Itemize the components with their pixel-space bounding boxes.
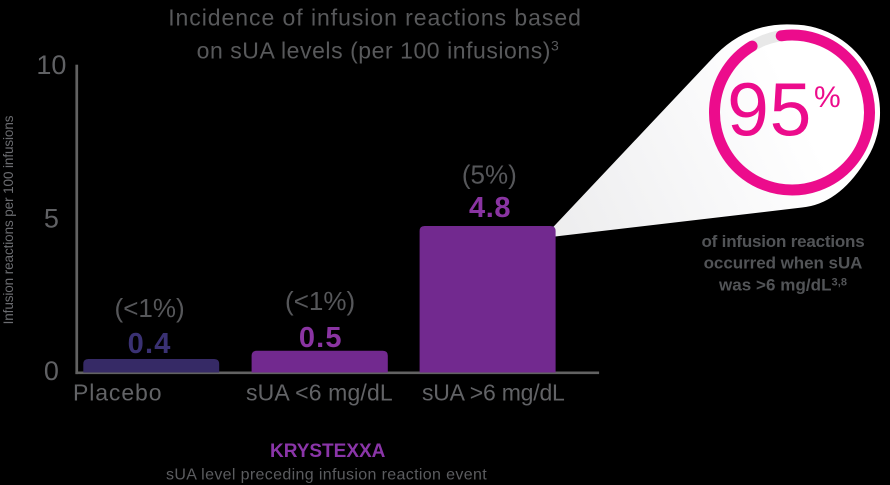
svg-text:was >6 mg/dL3,8: was >6 mg/dL3,8	[718, 275, 847, 294]
svg-text:sUA <6 mg/dL: sUA <6 mg/dL	[246, 380, 393, 406]
svg-text:(<1%): (<1%)	[115, 293, 185, 323]
svg-text:(<1%): (<1%)	[285, 286, 355, 316]
svg-text:Placebo: Placebo	[73, 380, 162, 406]
svg-text:0: 0	[44, 356, 59, 386]
svg-text:10: 10	[36, 50, 66, 80]
svg-text:Infusion reactions per 100 inf: Infusion reactions per 100 infusions	[1, 115, 16, 324]
svg-text:5: 5	[44, 204, 59, 234]
svg-text:sUA >6 mg/dL: sUA >6 mg/dL	[422, 380, 565, 406]
svg-text:sUA level preceding infusion r: sUA level preceding infusion reaction ev…	[166, 466, 487, 483]
svg-text:95: 95	[727, 68, 812, 152]
svg-text:KRYSTEXXA: KRYSTEXXA	[270, 441, 386, 462]
svg-text:0.4: 0.4	[128, 328, 172, 360]
svg-text:%: %	[814, 81, 841, 114]
svg-text:Incidence of infusion reaction: Incidence of infusion reactions based	[168, 5, 582, 31]
svg-text:4.8: 4.8	[469, 192, 511, 224]
svg-text:(5%): (5%)	[462, 160, 517, 190]
svg-text:occurred when sUA: occurred when sUA	[704, 253, 863, 272]
svg-text:on sUA levels (per 100 infusio: on sUA levels (per 100 infusions)3	[197, 38, 560, 64]
svg-text:of infusion reactions: of infusion reactions	[702, 232, 865, 251]
svg-text:0.5: 0.5	[299, 322, 343, 354]
